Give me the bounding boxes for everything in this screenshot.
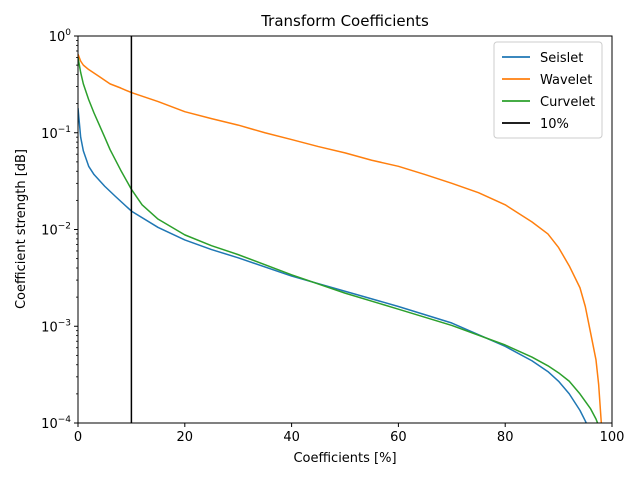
x-axis-ticks: 0 20 40 60 80 100 [74,423,625,445]
y-tick-label: 10−3 [41,318,71,335]
y-tick-label: 10−2 [41,222,71,239]
x-tick-label: 100 [600,430,625,445]
y-tick-label: 10−4 [41,415,71,432]
x-tick-label: 40 [283,430,300,445]
legend: Seislet Wavelet Curvelet 10% [493,41,603,139]
y-tick-label: 10−1 [41,125,71,142]
series-line-curvelet [78,57,599,423]
series-line-wavelet [78,53,603,423]
chart-title: Transform Coefficients [260,12,429,30]
x-axis-label: Coefficients [%] [293,451,396,466]
x-tick-label: 20 [177,430,194,445]
x-tick-label: 80 [497,430,514,445]
x-tick-label: 60 [390,430,407,445]
x-tick-label: 0 [74,430,82,445]
y-axis-ticks: 10−4 10−3 10−2 10−1 100 [41,28,78,432]
series-line-seislet [78,107,588,423]
legend-label: Wavelet [540,73,592,88]
series-layer [78,36,603,423]
legend-label: Curvelet [540,95,595,110]
legend-label: Seislet [540,51,583,66]
legend-label: 10% [540,117,569,132]
legend-box [493,41,603,139]
y-tick-label: 100 [49,28,72,45]
y-axis-label: Coefficient strength [dB] [14,149,29,309]
